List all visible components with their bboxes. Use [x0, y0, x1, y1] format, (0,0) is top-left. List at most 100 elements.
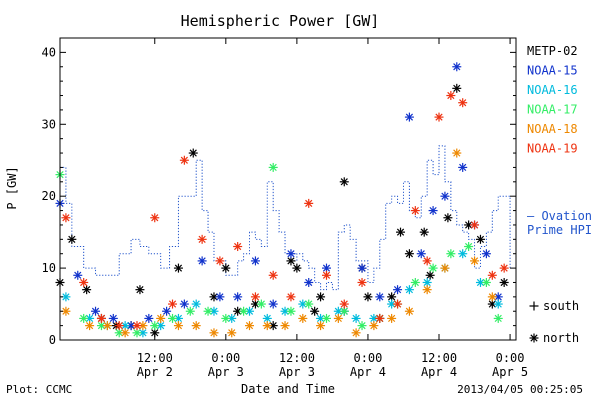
data-point — [458, 98, 468, 108]
data-point-d2 — [281, 307, 289, 315]
data-point-d2 — [74, 271, 82, 279]
data-point — [286, 249, 296, 259]
data-point — [375, 313, 385, 323]
data-point — [419, 227, 429, 237]
data-point — [120, 328, 130, 338]
data-point — [387, 299, 397, 309]
data-point-d2 — [494, 314, 502, 323]
data-point — [321, 270, 331, 280]
data-point-d2 — [234, 242, 242, 251]
data-point — [61, 213, 71, 223]
data-point-d2 — [239, 307, 248, 315]
data-point — [298, 299, 308, 309]
data-point — [280, 321, 290, 331]
data-point-d2 — [136, 286, 144, 294]
x-tick-sublabel: Apr 4 — [350, 365, 386, 379]
data-point-d2 — [429, 264, 437, 272]
data-point-d2 — [358, 321, 366, 330]
data-point-d2 — [340, 300, 348, 308]
data-point-d2 — [311, 307, 319, 315]
data-point-d2 — [494, 300, 502, 308]
data-point-d2 — [444, 214, 452, 222]
data-point — [233, 242, 243, 252]
data-point-d2 — [115, 321, 123, 330]
data-point-d2 — [500, 264, 508, 272]
y-tick-label: 40 — [42, 45, 56, 59]
data-point-d2 — [210, 329, 218, 337]
data-point — [203, 306, 213, 316]
data-point-d2 — [216, 257, 224, 265]
data-point-d2 — [393, 300, 402, 308]
marker-legend: south north — [529, 299, 579, 345]
data-point-d2 — [388, 293, 396, 301]
y-tick-label: 10 — [42, 261, 56, 275]
data-point — [428, 206, 438, 216]
data-point-d2 — [358, 264, 366, 272]
data-point — [499, 277, 509, 287]
data-point-d2 — [393, 286, 402, 294]
data-point-d2 — [127, 321, 135, 330]
data-point-d2 — [405, 286, 414, 294]
data-point — [91, 306, 101, 316]
data-point — [67, 234, 77, 244]
data-point-d2 — [257, 300, 265, 308]
plot-timestamp: 2013/04/05 00:25:05 — [457, 383, 583, 396]
data-point-d2 — [316, 314, 325, 323]
data-point — [422, 256, 432, 266]
data-point — [79, 277, 89, 287]
data-point-d2 — [482, 278, 491, 287]
data-point-d2 — [482, 250, 491, 258]
x-tick-label: 0:00 — [496, 351, 525, 365]
data-point-d2 — [151, 214, 159, 222]
data-point-d2 — [388, 314, 396, 323]
ovation-prime-line — [60, 145, 511, 291]
data-point-d2 — [287, 257, 295, 265]
data-point — [458, 162, 468, 172]
data-point-d2 — [305, 300, 313, 308]
data-point-d2 — [488, 293, 496, 301]
data-point — [446, 91, 456, 101]
data-point — [191, 321, 201, 331]
data-point-d2 — [198, 235, 206, 243]
data-point — [197, 234, 207, 244]
data-point — [452, 62, 462, 72]
data-point — [179, 299, 189, 309]
marker-legend-symbol — [529, 333, 539, 343]
data-point — [464, 242, 474, 252]
legend-entry: NOAA-19 — [527, 142, 578, 156]
data-point-d2 — [470, 257, 479, 265]
data-point — [268, 270, 278, 280]
data-point-d2 — [370, 314, 378, 323]
data-point-d2 — [210, 307, 218, 315]
data-point — [162, 306, 172, 316]
data-point-d2 — [423, 286, 431, 294]
data-point — [375, 292, 385, 302]
x-tick-label: 12:00 — [279, 351, 315, 365]
data-point-d2 — [464, 242, 473, 251]
data-point — [357, 277, 367, 287]
x-tick-label: 12:00 — [137, 351, 173, 365]
data-point — [387, 292, 397, 302]
data-point — [310, 306, 320, 316]
data-point — [304, 198, 314, 208]
data-point — [82, 285, 92, 295]
data-point-d2 — [441, 264, 449, 272]
data-point — [221, 313, 231, 323]
data-point-d2 — [97, 321, 106, 330]
data-point-d2 — [157, 321, 165, 330]
data-point — [404, 306, 414, 316]
y-axis-label: P [GW] — [5, 166, 19, 209]
data-point-d2 — [216, 293, 224, 301]
data-point-d2 — [115, 329, 123, 337]
data-point-d2 — [405, 307, 414, 315]
data-point — [156, 313, 166, 323]
data-point-d2 — [189, 149, 197, 157]
data-point-d2 — [447, 250, 455, 258]
data-point-d2 — [405, 250, 414, 258]
data-point-d2 — [352, 329, 360, 337]
data-point — [173, 321, 183, 331]
data-point — [197, 256, 207, 266]
data-point-d2 — [85, 321, 94, 330]
